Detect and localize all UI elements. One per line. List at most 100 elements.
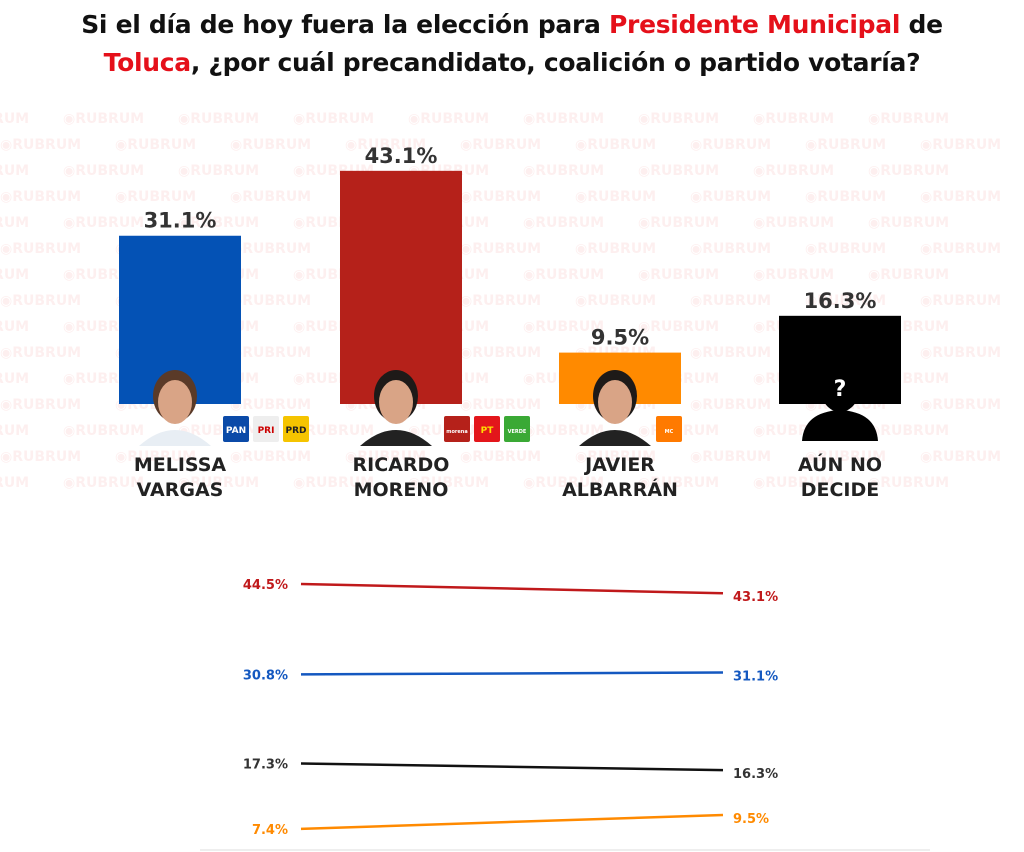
title-text: , ¿por cuál precandidato, coalición o pa… (190, 48, 921, 77)
question-mark-icon: ? (834, 377, 847, 402)
watermark-text: ◉RUBRUM (0, 111, 30, 127)
watermark-text: ◉RUBRUM (805, 449, 887, 465)
watermark-text: ◉RUBRUM (523, 267, 605, 283)
party-logo-text: PRI (258, 426, 275, 436)
watermark-text: ◉RUBRUM (690, 397, 772, 413)
watermark-text: ◉RUBRUM (638, 163, 720, 179)
watermark-text: ◉RUBRUM (753, 267, 835, 283)
party-logo-pan (223, 416, 249, 442)
party-logo-text: PAN (226, 426, 246, 436)
watermark-text: ◉RUBRUM (0, 189, 82, 205)
party-logo-text: PRD (286, 426, 307, 436)
party-logo-prd (283, 416, 309, 442)
watermark-text: ◉RUBRUM (293, 423, 375, 439)
watermark-text: ◉RUBRUM (0, 475, 30, 491)
watermark-text: ◉RUBRUM (690, 241, 772, 257)
title-highlight: Toluca (103, 48, 191, 77)
watermark-text: ◉RUBRUM (575, 293, 657, 309)
watermark-text: ◉RUBRUM (0, 371, 30, 387)
bar (340, 170, 462, 404)
watermark-text: ◉RUBRUM (690, 345, 772, 361)
watermark-text: ◉RUBRUM (178, 111, 260, 127)
watermark-text: ◉RUBRUM (345, 449, 427, 465)
watermark-text: ◉RUBRUM (0, 137, 82, 153)
trend-end-label: 31.1% (733, 669, 778, 684)
watermark-text: ◉RUBRUM (460, 293, 542, 309)
watermark-text: ◉RUBRUM (523, 163, 605, 179)
candidate-name: AÚN NO DECIDE (740, 453, 940, 503)
watermark-text: ◉RUBRUM (178, 163, 260, 179)
trend-end-label: 9.5% (733, 812, 769, 827)
watermark-text: ◉RUBRUM (753, 163, 835, 179)
candidate-photo-face (158, 380, 192, 424)
watermark-text: ◉RUBRUM (460, 345, 542, 361)
watermark-text: ◉RUBRUM (523, 215, 605, 231)
candidate-photo-face (379, 380, 413, 424)
watermark-text: ◉RUBRUM (638, 267, 720, 283)
watermark-text: ◉RUBRUM (920, 345, 1002, 361)
watermark-text: ◉RUBRUM (868, 111, 950, 127)
watermark-text: ◉RUBRUM (63, 215, 145, 231)
watermark-text: ◉RUBRUM (0, 267, 30, 283)
watermark-text: ◉RUBRUM (63, 163, 145, 179)
watermark-text: ◉RUBRUM (115, 449, 197, 465)
bar-value-label: 9.5% (591, 326, 649, 350)
watermark-text: ◉RUBRUM (178, 475, 260, 491)
watermark-text: ◉RUBRUM (460, 397, 542, 413)
watermark-text: ◉RUBRUM (230, 397, 312, 413)
watermark-text: ◉RUBRUM (230, 241, 312, 257)
candidate-name: JAVIER ALBARRÁN (520, 453, 720, 503)
watermark-text: ◉RUBRUM (115, 137, 197, 153)
party-logo-text: PT (481, 426, 495, 436)
watermark-text: ◉RUBRUM (63, 423, 145, 439)
watermark-text: ◉RUBRUM (690, 137, 772, 153)
trend-line (300, 671, 724, 676)
watermark-text: ◉RUBRUM (460, 241, 542, 257)
trend-start-label: 30.8% (243, 668, 288, 683)
watermark-text: ◉RUBRUM (805, 137, 887, 153)
watermark-text: ◉RUBRUM (690, 189, 772, 205)
watermark-text: ◉RUBRUM (920, 241, 1002, 257)
unknown-silhouette-body (802, 410, 878, 441)
trend-end-label: 16.3% (733, 767, 778, 782)
watermark-text: ◉RUBRUM (638, 111, 720, 127)
watermark-text: ◉RUBRUM (293, 111, 375, 127)
watermark-text: ◉RUBRUM (293, 475, 375, 491)
candidate-name-line: AÚN NO (797, 454, 883, 476)
candidate-name-line: ALBARRÁN (562, 479, 678, 501)
watermark-text: ◉RUBRUM (460, 189, 542, 205)
party-logo-verde (504, 416, 530, 442)
trend-start-label: 17.3% (243, 758, 288, 773)
bar-value-label: 43.1% (365, 144, 438, 168)
candidate-name: RICARDO MORENO (301, 453, 501, 503)
watermark-text: ◉RUBRUM (63, 111, 145, 127)
party-logo-pt (474, 416, 500, 442)
watermark-text: ◉RUBRUM (805, 189, 887, 205)
candidate-name-line: JAVIER (585, 454, 655, 476)
watermark-text: ◉RUBRUM (523, 423, 605, 439)
watermark-text: ◉RUBRUM (230, 189, 312, 205)
watermark-text: ◉RUBRUM (690, 293, 772, 309)
trend-line (300, 582, 724, 595)
watermark-text: ◉RUBRUM (575, 137, 657, 153)
bar-value-label: 16.3% (804, 289, 877, 313)
watermark-text: ◉RUBRUM (408, 111, 490, 127)
watermark-text: ◉RUBRUM (638, 475, 720, 491)
watermark-text: ◉RUBRUM (0, 215, 30, 231)
candidate-name-line: MORENO (353, 479, 449, 501)
watermark-text: ◉RUBRUM (575, 241, 657, 257)
watermark-text: ◉RUBRUM (753, 215, 835, 231)
watermark-text: ◉RUBRUM (638, 319, 720, 335)
watermark-text: ◉RUBRUM (0, 397, 82, 413)
candidate-name-line: RICARDO (352, 454, 450, 476)
watermark-text: ◉RUBRUM (63, 475, 145, 491)
party-logo-morena (444, 416, 470, 442)
watermark-text: ◉RUBRUM (868, 267, 950, 283)
trend-line (300, 813, 724, 831)
watermark-text: ◉RUBRUM (460, 137, 542, 153)
watermark-text: ◉RUBRUM (0, 293, 82, 309)
watermark-text: ◉RUBRUM (0, 449, 82, 465)
party-logo-text: MC (665, 429, 674, 435)
watermark-text: ◉RUBRUM (920, 449, 1002, 465)
